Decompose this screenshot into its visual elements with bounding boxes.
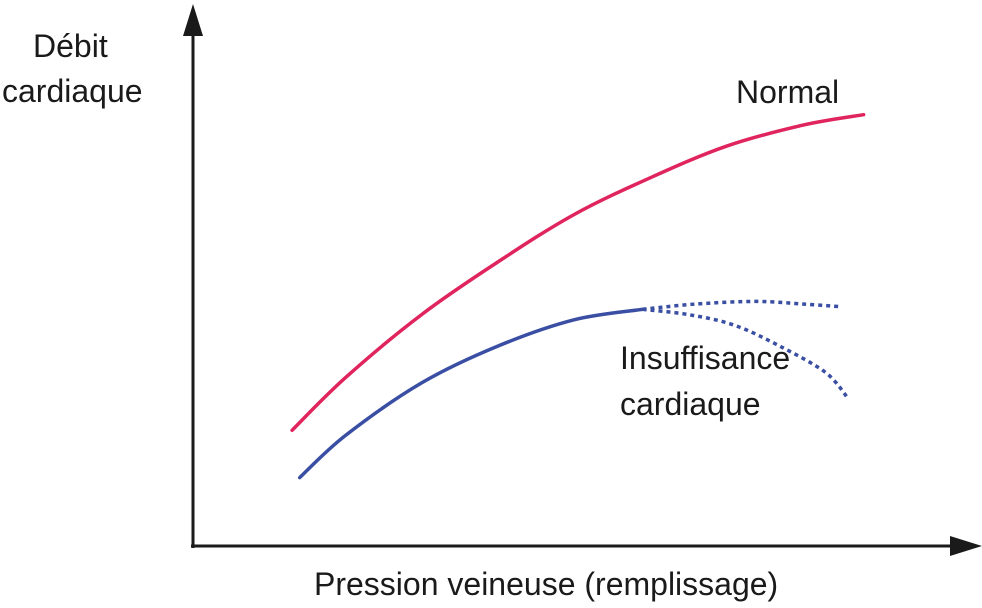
series-heart-failure-dotted-decline <box>642 307 850 400</box>
series-heart-failure-line <box>297 307 645 480</box>
y-axis-label-line-1: Débit <box>33 28 108 64</box>
series-normal-line <box>290 112 866 433</box>
series-layer <box>290 112 866 480</box>
series-label-failure-line-2: cardiaque <box>620 386 761 422</box>
x-axis-arrow <box>950 536 982 556</box>
series-label-failure-line-1: Insuffisance <box>620 340 790 376</box>
y-axis-label-line-2: cardiaque <box>2 73 143 109</box>
x-axis-label: Pression veineuse (remplissage) <box>314 566 778 602</box>
series-label-normal: Normal <box>736 74 839 110</box>
series-heart-failure-dotted-plateau <box>642 299 841 312</box>
axes <box>183 4 982 556</box>
y-axis-arrow <box>183 4 203 36</box>
